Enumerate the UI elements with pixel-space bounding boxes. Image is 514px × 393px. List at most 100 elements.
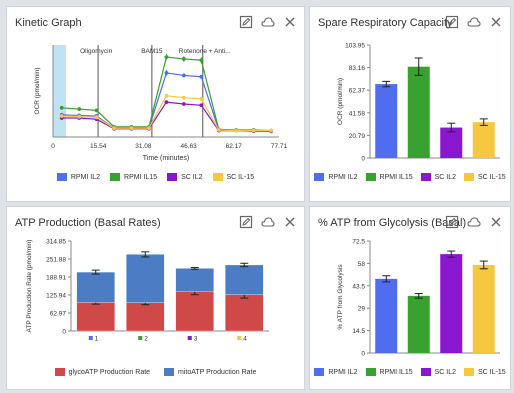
- data-point: [129, 126, 134, 131]
- baseline-shade: [53, 45, 67, 137]
- y-tick-label: 62.97: [50, 311, 67, 318]
- legend-item[interactable]: mitoATP Production Rate: [164, 368, 256, 376]
- bar: [407, 295, 430, 353]
- y-axis-label: % ATP from Glycolysis: [337, 264, 344, 330]
- cloud-icon[interactable]: [466, 14, 482, 30]
- legend-item[interactable]: RPMI IL15: [365, 173, 413, 181]
- glycolysis-chart: 0 14.5 29 43.5 58 72.5 % ATP from Glycolysis: [337, 239, 500, 358]
- legend-swatch: [54, 368, 65, 376]
- data-point: [147, 126, 151, 131]
- legend-item[interactable]: RPMI IL15: [110, 173, 157, 181]
- y-tick-label: 0: [361, 351, 365, 358]
- legend-label: RPMI IL15: [124, 173, 158, 181]
- x-axis-label: Time (minutes): [143, 155, 189, 162]
- cloud-icon[interactable]: [260, 14, 276, 30]
- legend-label: SC IL2: [434, 368, 457, 376]
- data-point: [94, 115, 99, 120]
- stacked-bar-segment: [175, 291, 214, 332]
- legend-swatch: [314, 368, 325, 376]
- legend-item[interactable]: RPMI IL2: [314, 173, 358, 181]
- edit-icon[interactable]: [238, 14, 254, 30]
- legend-swatch: [56, 173, 67, 181]
- injection-label: BAM15: [141, 48, 163, 55]
- stacked-bar-segment: [76, 271, 115, 303]
- legend-label: RPMI IL2: [328, 173, 358, 181]
- data-point: [234, 128, 239, 133]
- y-tick-label: 41.58: [349, 110, 366, 117]
- legend-swatch: [164, 368, 175, 376]
- legend-item[interactable]: SC IL2: [420, 173, 457, 181]
- bar: [375, 84, 398, 158]
- bar: [472, 122, 495, 158]
- x-tick-label: 15.54: [90, 143, 107, 150]
- cloud-icon[interactable]: [466, 214, 482, 230]
- panel-title: Kinetic Graph: [15, 17, 82, 29]
- close-icon[interactable]: [282, 214, 298, 230]
- y-tick-label: 251.88: [46, 257, 66, 264]
- x-tick-label: 1: [95, 336, 99, 343]
- x-tick-label: 3: [194, 336, 198, 343]
- y-tick-label: 58: [358, 261, 366, 268]
- legend-swatch: [420, 368, 431, 376]
- legend-label: SC IL2: [434, 173, 457, 181]
- injection-label: Oligomycin: [80, 48, 113, 55]
- x-tick-label: 2: [144, 336, 148, 343]
- y-tick-label: 188.91: [46, 275, 66, 282]
- stacked-bar-segment: [225, 264, 264, 295]
- edit-icon[interactable]: [238, 214, 254, 230]
- y-tick-label: 72.5: [352, 239, 365, 246]
- legend-item[interactable]: RPMI IL15: [365, 368, 413, 376]
- y-tick-label: 14.5: [352, 328, 365, 335]
- atp-production-legend: glycoATP Production Rate mitoATP Producti…: [7, 368, 304, 376]
- y-axis-label: OCR (pmol/min): [34, 68, 41, 115]
- legend-swatch: [110, 173, 121, 181]
- legend-item[interactable]: SC IL2: [420, 368, 457, 376]
- close-icon[interactable]: [488, 14, 504, 30]
- atp-production-chart: 0 62.97 125.94 188.91 251.88 314.85 ATP Produc…: [26, 239, 269, 343]
- legend-item[interactable]: SC IL-15: [464, 368, 506, 376]
- x-tick-label: 46.63: [180, 143, 197, 150]
- panel-title: Spare Respiratory Capacity: [318, 17, 453, 29]
- glycolysis-legend: RPMI IL2 RPMI IL15 SC IL2 SC IL-15: [310, 368, 510, 376]
- y-axis-label: OCR (pmol/min): [337, 78, 344, 125]
- kinetic-legend: RPMI IL2 RPMI IL15 SC IL2 SC IL-15: [7, 173, 304, 181]
- bar: [375, 278, 398, 353]
- stacked-bar-segment: [76, 302, 115, 332]
- y-tick-label: 125.94: [46, 293, 66, 300]
- bar: [407, 66, 430, 158]
- legend-item[interactable]: RPMI IL2: [314, 368, 358, 376]
- panel-title: ATP Production (Basal Rates): [15, 217, 161, 229]
- stacked-bar-segment: [126, 254, 165, 303]
- legend-label: SC IL-15: [478, 368, 506, 376]
- legend-item[interactable]: SC IL-15: [464, 173, 506, 181]
- y-tick-label: 0: [361, 156, 365, 163]
- category-swatch: [187, 336, 192, 340]
- panel-title: % ATP from Glycolysis (Basal): [318, 217, 467, 229]
- panel-toolbar: [238, 214, 298, 230]
- x-tick-label: 31.08: [135, 143, 152, 150]
- legend-label: SC IL2: [181, 173, 203, 181]
- y-tick-label: 83.16: [349, 65, 366, 72]
- cloud-icon[interactable]: [260, 214, 276, 230]
- edit-icon[interactable]: [444, 14, 460, 30]
- data-point: [269, 128, 274, 133]
- legend-item[interactable]: RPMI IL2: [56, 173, 100, 181]
- legend-item[interactable]: glycoATP Production Rate: [54, 368, 151, 376]
- close-icon[interactable]: [488, 214, 504, 230]
- x-tick-label: 4: [243, 336, 247, 343]
- panel-toolbar: [238, 14, 298, 30]
- category-swatch: [138, 336, 143, 340]
- y-tick-label: 62.37: [349, 88, 366, 95]
- x-tick-label: 77.71: [271, 143, 288, 150]
- close-icon[interactable]: [282, 14, 298, 30]
- legend-swatch: [365, 368, 376, 376]
- bar: [440, 254, 463, 353]
- legend-label: SC IL-15: [226, 173, 255, 181]
- legend-item[interactable]: SC IL-15: [212, 173, 255, 181]
- legend-swatch: [420, 173, 431, 181]
- legend-item[interactable]: SC IL2: [167, 173, 203, 181]
- legend-label: glycoATP Production Rate: [68, 368, 151, 376]
- panel-toolbar: [444, 14, 504, 30]
- data-point: [251, 128, 256, 133]
- edit-icon[interactable]: [444, 214, 460, 230]
